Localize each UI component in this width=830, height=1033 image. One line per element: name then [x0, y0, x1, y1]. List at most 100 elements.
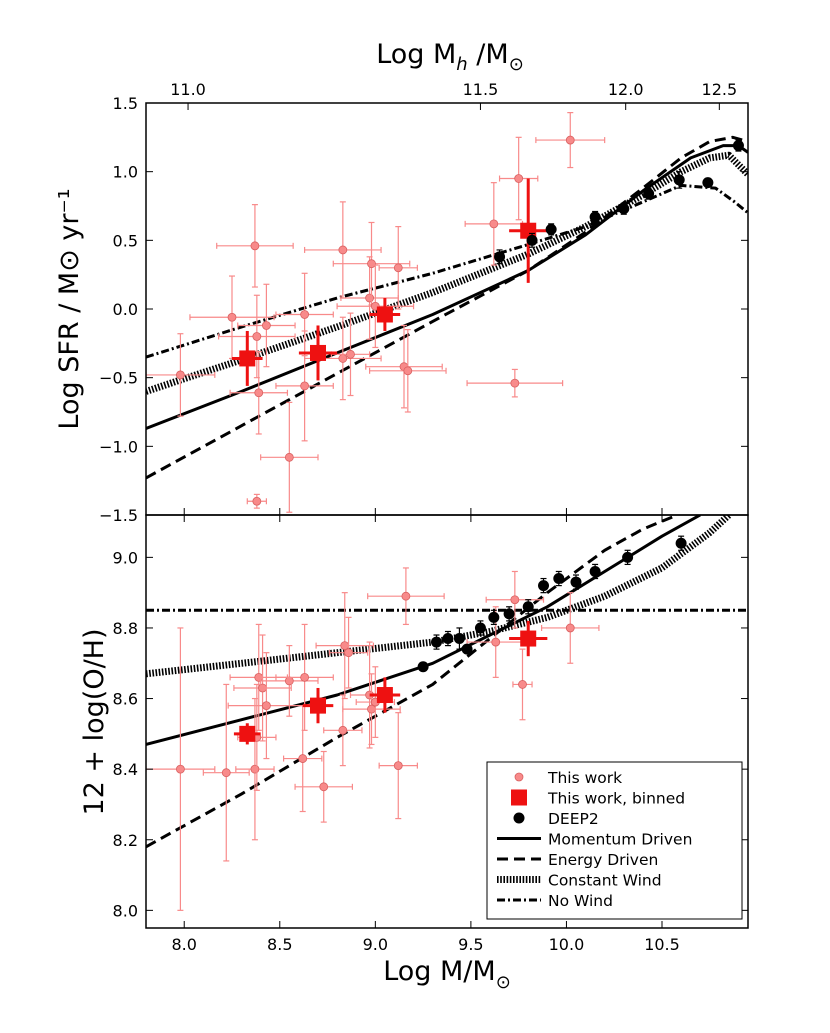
- y-tick-label: 8.4: [113, 760, 138, 779]
- sfr-deep2-point: [494, 251, 506, 263]
- oh-this-work-point: [298, 754, 308, 763]
- oh-this-work-point: [250, 764, 260, 774]
- sfr-deep2-point: [643, 188, 655, 200]
- sfr-deep2-point: [702, 177, 714, 189]
- oh-this-work-point: [300, 672, 310, 682]
- legend: This work This work, binned DEEP2 Momentum …: [486, 761, 743, 920]
- oh-axes-frame: [145, 514, 749, 929]
- metallicity-panel: 8.0 8.2 8.4 8.6 8.8 9.0 8.0 8.5 9.0 9.5 10.0 10.5: [113, 514, 749, 954]
- sfr-no-wind-line: [146, 183, 748, 359]
- oh-deep2-point: [522, 601, 534, 613]
- sfr-this-work-point: [346, 349, 355, 359]
- oh-deep2-point: [453, 633, 465, 645]
- legend-label: No Wind: [548, 892, 613, 910]
- x-tick-label: 9.5: [458, 935, 483, 954]
- oh-this-work-point: [338, 725, 348, 735]
- sfr-this-work-point: [365, 293, 375, 303]
- halo-mass-tick-label: 12.0: [608, 80, 644, 99]
- sfr-this-work-point: [403, 366, 413, 376]
- oh-this-work-point: [261, 701, 271, 711]
- sfr-this-work-point: [227, 312, 237, 322]
- sfr-this-work-point: [254, 388, 264, 398]
- legend-item: No Wind: [497, 892, 613, 910]
- oh-deep2-point: [570, 576, 582, 588]
- sfr-this-work-point: [252, 332, 262, 341]
- legend-marker-dot: [513, 812, 525, 824]
- x-tick-label: 8.0: [171, 935, 196, 954]
- oh-deep2-point: [461, 643, 473, 655]
- sfr-constant-wind-line: [146, 151, 748, 395]
- y-tick-label: 9.0: [113, 548, 138, 567]
- legend-label: DEEP2: [548, 810, 599, 828]
- sfr-energy-driven-line: [146, 135, 748, 480]
- sfr-deep2-point: [589, 211, 601, 223]
- sfr-this-work-point: [250, 241, 260, 251]
- oh-this-work-point: [518, 680, 527, 689]
- sfr-this-work-point: [489, 219, 499, 229]
- sfr-deep2-point: [526, 234, 538, 246]
- label-part: Log M/M: [383, 956, 496, 987]
- legend-label: Energy Driven: [548, 851, 658, 869]
- sfr-this-work-point: [252, 496, 262, 506]
- oh-this-work-point: [491, 637, 501, 647]
- oh-deep2-point: [430, 636, 442, 648]
- y-tick-label: −0.5: [99, 369, 138, 388]
- sfr-binned-square: [310, 344, 326, 361]
- oh-this-work-point: [344, 648, 353, 658]
- sfr-this-work-point: [338, 245, 348, 255]
- sfr-deep2-point: [618, 203, 630, 215]
- oh-this-work-point: [254, 672, 264, 682]
- label-part: /M: [468, 39, 509, 70]
- oh-binned-square: [239, 725, 256, 742]
- legend-label: Constant Wind: [548, 872, 662, 890]
- legend-item: DEEP2: [513, 810, 599, 828]
- oh-this-work-point: [284, 676, 294, 686]
- sfr-axis-label: Log SFR / M⊙ yr⁻¹: [54, 188, 85, 429]
- x-tick-label: 8.5: [267, 935, 292, 954]
- oh-deep2-point: [417, 661, 429, 673]
- sfr-this-work-point: [393, 263, 403, 273]
- oh-deep2-point: [503, 608, 515, 620]
- legend-marker-square: [511, 789, 527, 806]
- legend-label: Momentum Driven: [548, 831, 692, 849]
- y-tick-label: 8.8: [113, 619, 138, 638]
- label-part: h: [456, 54, 467, 75]
- sfr-this-work-point: [261, 321, 271, 330]
- oh-this-work-point: [175, 764, 185, 774]
- oh-momentum-driven-line: [146, 515, 701, 746]
- sfr-this-work-point: [300, 310, 310, 319]
- oh-this-work-point: [393, 761, 403, 771]
- oh-deep2-point: [675, 537, 687, 549]
- sfr-binned-square: [239, 350, 256, 367]
- y-tick-label: 0.0: [113, 300, 138, 319]
- sfr-binned-square: [376, 306, 393, 323]
- oh-deep2-point: [442, 633, 454, 645]
- y-tick-label: 8.0: [113, 901, 138, 920]
- legend-item: This work: [514, 769, 622, 787]
- sfr-this-work-point: [367, 259, 376, 269]
- metallicity-axis-label: 12 + log(O/H): [79, 628, 110, 815]
- y-tick-label: 1.0: [113, 163, 138, 182]
- label-part: Log M: [376, 39, 456, 70]
- oh-this-work-point: [221, 768, 231, 778]
- x-tick-label: 9.0: [363, 935, 388, 954]
- sfr-this-work-point: [514, 174, 524, 183]
- y-tick-label: 0.5: [113, 231, 138, 250]
- oh-this-work-point: [319, 782, 329, 792]
- oh-deep2-point: [553, 573, 565, 585]
- sfr-this-work-point: [284, 452, 294, 462]
- legend-item: Momentum Driven: [497, 831, 692, 849]
- label-part: ⊙: [496, 972, 511, 993]
- oh-deep2-point: [488, 611, 500, 623]
- oh-deep2-point: [538, 580, 550, 592]
- oh-constant-wind-line: [146, 515, 732, 678]
- oh-binned-square: [520, 630, 537, 647]
- oh-binned-square: [376, 687, 393, 704]
- y-tick-label: 8.2: [113, 831, 138, 850]
- oh-this-work-point: [401, 591, 411, 601]
- halo-mass-tick-label: 12.5: [702, 80, 738, 99]
- legend-label: This work, binned: [547, 790, 685, 808]
- label-part: ⊙: [509, 54, 524, 75]
- oh-this-work-point: [258, 683, 267, 693]
